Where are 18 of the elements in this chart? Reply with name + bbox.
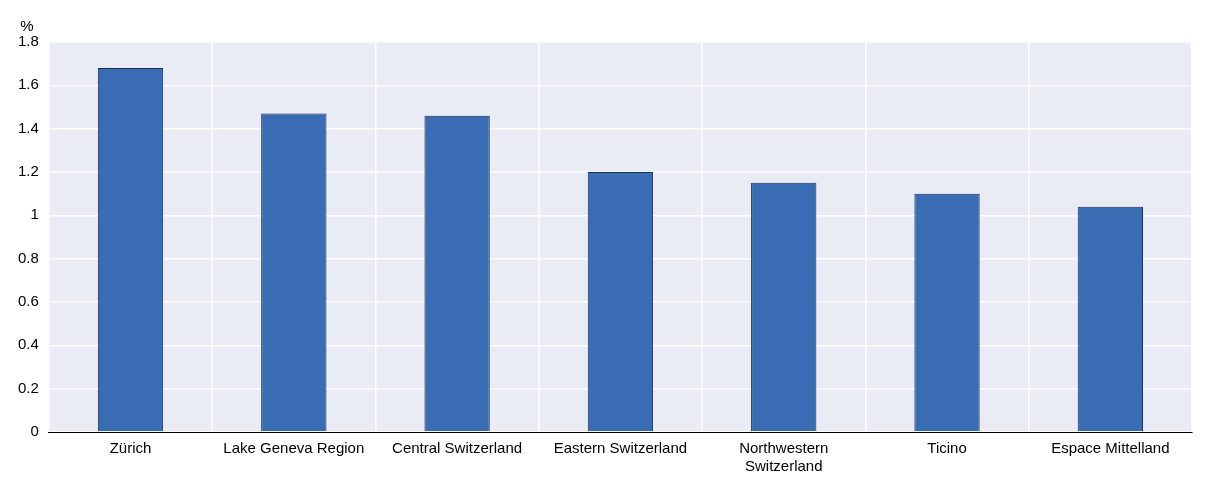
- y-tick-label: 0.6: [17, 292, 39, 310]
- y-tick-label: 1: [30, 205, 39, 223]
- y-tick-label: 1.2: [17, 162, 39, 180]
- y-tick-label: 1.8: [17, 32, 39, 50]
- y-tick-label: 0.4: [17, 335, 39, 353]
- y-tick-label: 0.8: [17, 248, 39, 266]
- y-tick-label: 0.2: [17, 378, 39, 396]
- y-axis-title: %: [20, 16, 34, 34]
- x-tick-label: Central Switzerland: [392, 439, 523, 457]
- x-tick-label: Northwestern Switzerland: [739, 439, 829, 475]
- y-tick-label: 0: [30, 422, 39, 440]
- x-tick-label: Espace Mittelland: [1051, 439, 1170, 457]
- x-tick-label: Ticino: [927, 439, 967, 457]
- x-tick-label: Zürich: [109, 439, 152, 457]
- y-tick-label: 1.6: [17, 75, 39, 93]
- x-tick-label: Eastern Switzerland: [553, 439, 688, 457]
- y-tick-label: 1.4: [17, 118, 39, 136]
- x-tick-label: Lake Geneva Region: [223, 439, 365, 457]
